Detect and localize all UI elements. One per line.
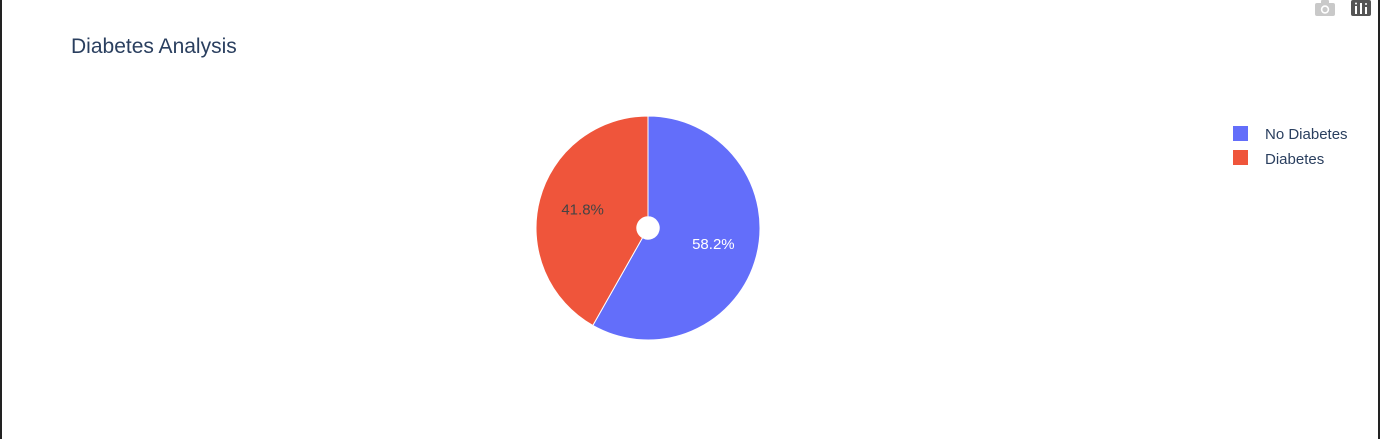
modebar bbox=[1314, 0, 1372, 16]
legend: No Diabetes Diabetes bbox=[1233, 126, 1348, 168]
pie-chart: 58.2% 41.8% bbox=[535, 115, 761, 341]
slice-percent-label: 58.2% bbox=[692, 236, 735, 253]
slice-percent-label: 41.8% bbox=[561, 202, 604, 219]
legend-label: No Diabetes bbox=[1265, 126, 1348, 143]
legend-item-no-diabetes[interactable]: No Diabetes bbox=[1233, 126, 1348, 143]
chart-title: Diabetes Analysis bbox=[71, 35, 237, 58]
legend-swatch bbox=[1233, 150, 1248, 165]
legend-item-diabetes[interactable]: Diabetes bbox=[1233, 150, 1324, 168]
pie-slice-no-diabetes[interactable] bbox=[592, 115, 761, 341]
pie-slice-diabetes[interactable] bbox=[535, 115, 649, 327]
plotly-logo-icon[interactable] bbox=[1350, 0, 1372, 16]
camera-icon[interactable] bbox=[1314, 0, 1336, 16]
legend-swatch bbox=[1233, 126, 1248, 141]
legend-label: Diabetes bbox=[1265, 151, 1324, 168]
